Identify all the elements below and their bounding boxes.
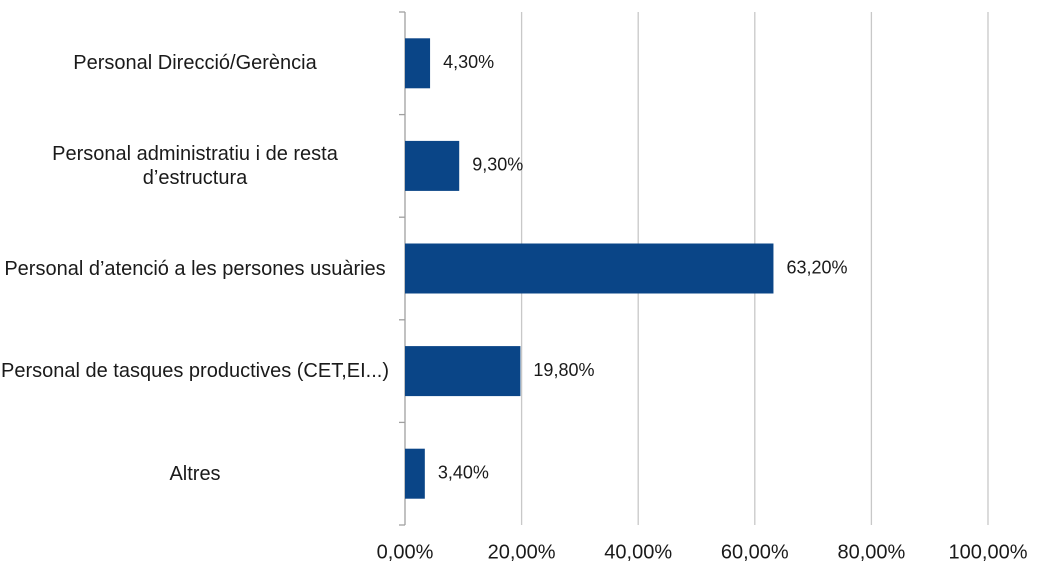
bar	[405, 140, 460, 191]
value-label: 19,80%	[533, 360, 594, 380]
y-tick-label: Personal administratiu i de resta d’estr…	[52, 142, 338, 189]
bar	[405, 38, 431, 89]
y-tick-label: Personal de tasques productives (CET,EI.…	[1, 360, 389, 383]
y-tick-label: Personal d’atenció a les persones usuàri…	[4, 257, 386, 280]
x-tick-label: 20,00%	[488, 541, 556, 563]
y-tick-label: Altres	[169, 462, 221, 485]
y-tick-label: Personal Direcció/Gerència	[73, 52, 317, 75]
x-tick-label: 100,00%	[949, 541, 1028, 563]
value-label: 63,20%	[786, 257, 847, 277]
bar	[405, 448, 425, 499]
x-tick-label: 0,00%	[377, 541, 434, 563]
value-label: 4,30%	[443, 52, 494, 72]
x-tick-label: 60,00%	[721, 541, 789, 563]
value-label: 9,30%	[472, 155, 523, 175]
bar	[405, 243, 774, 294]
value-label: 3,40%	[438, 462, 489, 482]
x-tick-label: 80,00%	[837, 541, 905, 563]
bar	[405, 346, 521, 397]
x-tick-label: 40,00%	[604, 541, 672, 563]
